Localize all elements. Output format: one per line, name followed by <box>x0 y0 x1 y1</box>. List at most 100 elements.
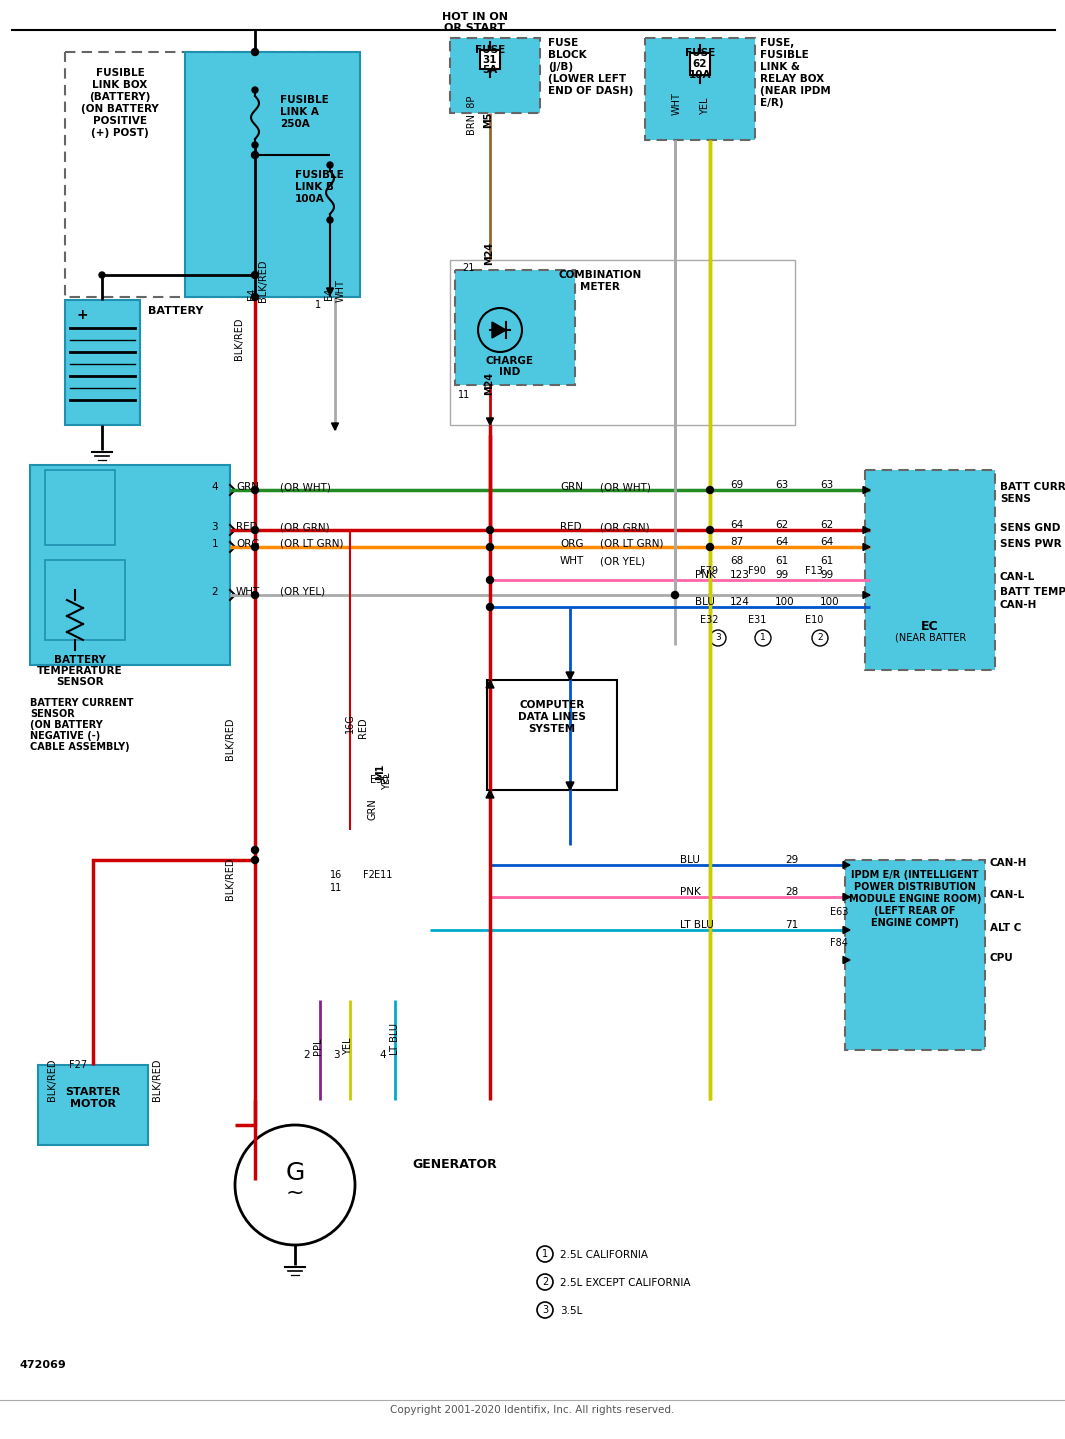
Circle shape <box>251 272 259 279</box>
Text: (NEAR BATTER: (NEAR BATTER <box>895 633 966 643</box>
Text: 100: 100 <box>820 597 839 607</box>
Text: G: G <box>285 1161 305 1184</box>
Text: GRN: GRN <box>560 482 583 492</box>
Text: E10: E10 <box>805 614 823 625</box>
Text: FUSE: FUSE <box>548 37 578 47</box>
Polygon shape <box>863 544 870 551</box>
Text: (NEAR IPDM: (NEAR IPDM <box>760 86 831 96</box>
Bar <box>45 560 125 640</box>
Text: 21: 21 <box>462 263 475 273</box>
Polygon shape <box>486 790 494 799</box>
Text: CAN-H: CAN-H <box>1000 600 1037 610</box>
Text: MOTOR: MOTOR <box>70 1099 116 1109</box>
Text: BATTERY: BATTERY <box>148 307 203 317</box>
Text: E4: E4 <box>324 288 334 299</box>
Text: E31: E31 <box>748 614 767 625</box>
Text: (+) POST): (+) POST) <box>92 128 149 138</box>
Text: 2.5L EXCEPT CALIFORNIA: 2.5L EXCEPT CALIFORNIA <box>560 1278 690 1288</box>
Text: (BATTERY): (BATTERY) <box>89 92 150 102</box>
Bar <box>185 52 360 296</box>
Text: SENS: SENS <box>1000 494 1031 504</box>
Text: 61: 61 <box>820 555 833 566</box>
Text: BLK/RED: BLK/RED <box>47 1059 58 1101</box>
Polygon shape <box>863 527 870 534</box>
Text: 11: 11 <box>458 390 470 400</box>
Text: ORG: ORG <box>560 540 584 550</box>
Text: 3: 3 <box>211 522 218 532</box>
Text: 62: 62 <box>820 519 833 530</box>
Circle shape <box>235 1125 355 1245</box>
Circle shape <box>251 527 259 534</box>
Text: BLK/RED: BLK/RED <box>258 259 268 302</box>
Circle shape <box>251 151 259 158</box>
Text: LT BLU: LT BLU <box>390 1023 400 1055</box>
Text: 124: 124 <box>730 597 750 607</box>
Text: 3.5L: 3.5L <box>560 1307 583 1317</box>
Text: CAN-L: CAN-L <box>1000 571 1035 581</box>
Text: CPU: CPU <box>990 953 1014 963</box>
Text: MODULE ENGINE ROOM): MODULE ENGINE ROOM) <box>849 894 981 904</box>
Text: RED: RED <box>236 522 258 532</box>
Text: (OR LT GRN): (OR LT GRN) <box>600 540 663 550</box>
Text: BLU: BLU <box>679 855 700 865</box>
Text: PNK: PNK <box>679 886 701 896</box>
Text: 3: 3 <box>715 633 721 642</box>
Circle shape <box>251 294 259 301</box>
Circle shape <box>251 591 259 599</box>
Circle shape <box>706 527 714 534</box>
Text: 16: 16 <box>330 871 342 881</box>
Text: 2: 2 <box>211 587 218 597</box>
Text: Copyright 2001-2020 Identifix, Inc. All rights reserved.: Copyright 2001-2020 Identifix, Inc. All … <box>390 1404 674 1415</box>
Circle shape <box>252 142 258 148</box>
Text: (LOWER LEFT: (LOWER LEFT <box>548 73 626 83</box>
Circle shape <box>327 163 333 168</box>
Text: (OR WHT): (OR WHT) <box>600 482 651 492</box>
Text: BATT CURRENT: BATT CURRENT <box>1000 482 1065 492</box>
Text: WHT: WHT <box>335 279 346 302</box>
Bar <box>845 861 985 1050</box>
Circle shape <box>99 272 105 278</box>
Circle shape <box>327 217 333 223</box>
Text: (ON BATTERY: (ON BATTERY <box>81 104 159 114</box>
Text: FUSIBLE: FUSIBLE <box>280 95 329 105</box>
Bar <box>450 37 540 114</box>
Text: DATA LINES: DATA LINES <box>518 712 586 722</box>
Text: PPL: PPL <box>313 1038 323 1055</box>
Circle shape <box>252 86 258 94</box>
Text: BLK/RED: BLK/RED <box>234 318 244 360</box>
Polygon shape <box>843 957 850 964</box>
Text: CAN-L: CAN-L <box>990 889 1026 899</box>
Text: 28: 28 <box>785 886 799 896</box>
Text: E11: E11 <box>374 871 392 881</box>
Bar <box>487 681 617 790</box>
Circle shape <box>487 527 493 534</box>
Text: 63: 63 <box>775 481 788 491</box>
Text: 29: 29 <box>785 855 799 865</box>
Text: 4: 4 <box>211 482 218 492</box>
Text: (OR YEL): (OR YEL) <box>600 555 645 566</box>
Text: F90: F90 <box>748 566 766 576</box>
Text: 4: 4 <box>379 1050 386 1061</box>
Text: BLK/RED: BLK/RED <box>225 718 235 760</box>
Bar <box>450 260 794 425</box>
Text: 69: 69 <box>730 481 743 491</box>
Text: FUSIBLE: FUSIBLE <box>96 68 145 78</box>
Text: (OR WHT): (OR WHT) <box>280 482 331 492</box>
Text: 62: 62 <box>775 519 788 530</box>
Text: 62: 62 <box>692 59 707 69</box>
Text: POWER DISTRIBUTION: POWER DISTRIBUTION <box>854 882 976 892</box>
Text: COMPUTER: COMPUTER <box>520 699 585 709</box>
Text: F84: F84 <box>830 938 848 948</box>
Text: 250A: 250A <box>280 119 310 130</box>
Bar <box>38 1065 148 1145</box>
Text: RED: RED <box>358 718 368 738</box>
Text: FUSE: FUSE <box>685 47 715 58</box>
Text: YEL: YEL <box>382 773 392 790</box>
Circle shape <box>487 577 493 583</box>
Text: 100: 100 <box>775 597 794 607</box>
Text: SENSOR: SENSOR <box>56 676 103 686</box>
Text: BLK/RED: BLK/RED <box>225 858 235 899</box>
Text: WHT: WHT <box>560 555 585 566</box>
Text: (OR GRN): (OR GRN) <box>280 522 330 532</box>
Text: F2: F2 <box>363 871 375 881</box>
